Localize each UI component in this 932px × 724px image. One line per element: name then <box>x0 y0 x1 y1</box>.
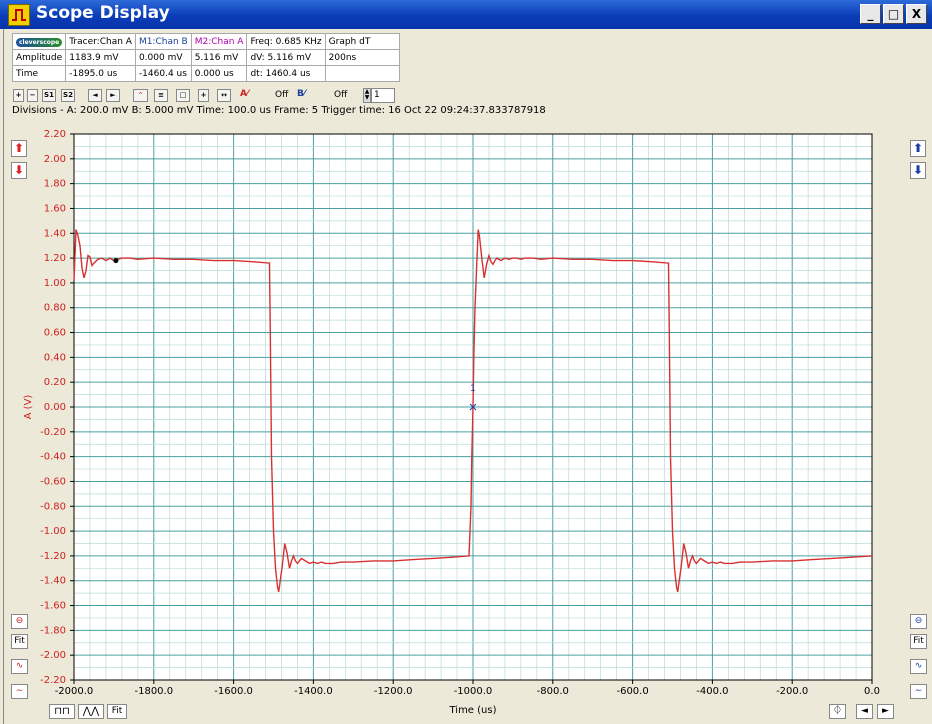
y-tick-label: -1.80 <box>40 625 66 636</box>
table-cell: -1895.0 us <box>65 65 136 82</box>
window-left-edge <box>0 29 4 724</box>
y-tick-label: 0.40 <box>44 352 66 363</box>
y-tick-label: -0.20 <box>40 427 66 438</box>
y-tick-label: 0.20 <box>44 377 66 388</box>
x-tick-label: 0.0 <box>864 686 880 697</box>
offset-icon[interactable]: ⊖ <box>910 614 927 629</box>
y-tick-label: -0.40 <box>40 452 66 463</box>
channel-a-trace <box>73 229 873 593</box>
y-tick-label: -0.80 <box>40 501 66 512</box>
zoom-fit-icon[interactable]: ↔ <box>217 89 231 102</box>
waveform-icon[interactable]: ∿ <box>910 659 927 674</box>
channel-a-toggle[interactable]: A⁄ <box>240 89 249 99</box>
x-tick-label: -1600.0 <box>214 686 253 697</box>
collapse-icon[interactable]: − <box>27 89 38 102</box>
row-label: Time <box>11 65 67 82</box>
y-axis-label: A (V) <box>23 395 34 420</box>
table-cell: dt: 1460.4 us <box>246 65 326 82</box>
offset-icon[interactable]: ⊖ <box>11 614 28 629</box>
y-tick-label: -0.60 <box>40 476 66 487</box>
triangle-wave-icon[interactable]: ⋀⋀ <box>78 704 104 719</box>
x-tick-label: -1800.0 <box>134 686 173 697</box>
scroll-down-arrow-icon[interactable]: ⬇ <box>11 162 27 179</box>
close-button[interactable]: X <box>906 4 927 24</box>
y-tick-label: 0.80 <box>44 303 66 314</box>
waveform-small-icon[interactable]: ∼ <box>11 684 28 699</box>
arrow-right-icon[interactable]: ► <box>106 89 120 102</box>
x-tick-label: -200.0 <box>776 686 808 697</box>
pan-icon[interactable]: ⏀ <box>829 704 846 719</box>
x-tick-label: -1200.0 <box>374 686 413 697</box>
arrow-left-icon[interactable]: ◄ <box>856 704 873 719</box>
fit-right-button[interactable]: Fit <box>910 634 927 649</box>
y-tick-label: 1.60 <box>44 203 66 214</box>
title-bar <box>0 0 932 29</box>
frame-spinner[interactable]: 1 <box>371 88 395 103</box>
table-cell <box>324 65 400 82</box>
waveform-icon[interactable]: ∿ <box>11 659 28 674</box>
y-tick-label: -1.20 <box>40 551 66 562</box>
x-tick-label: -800.0 <box>537 686 569 697</box>
scope-app-icon[interactable] <box>8 4 30 26</box>
channel-b-state: Off <box>334 90 348 100</box>
table-cell: 0.000 us <box>190 65 248 82</box>
zoom-in-icon[interactable]: + <box>198 89 209 102</box>
fit-time-button[interactable]: Fit <box>107 704 127 719</box>
x-tick-label: -1400.0 <box>294 686 333 697</box>
cursor-icon[interactable]: ≡ <box>154 89 168 102</box>
expand-icon[interactable]: + <box>13 89 24 102</box>
y-tick-label: 0.00 <box>44 402 66 413</box>
minimize-button[interactable]: _ <box>860 4 881 24</box>
y-tick-label: 1.40 <box>44 228 66 239</box>
x-tick-label: -600.0 <box>616 686 648 697</box>
s2-button[interactable]: S2 <box>61 89 75 102</box>
y-tick-label: -1.00 <box>40 526 66 537</box>
divisions-status: Divisions - A: 200.0 mV B: 5.000 mV Time… <box>12 105 546 116</box>
y-tick-label: -1.60 <box>40 601 66 612</box>
x-tick-label: -400.0 <box>696 686 728 697</box>
square-wave-icon[interactable]: ⊓⊓ <box>49 704 75 719</box>
scroll-up-arrow-icon[interactable]: ⬆ <box>11 140 27 157</box>
scroll-down-arrow-icon[interactable]: ⬇ <box>910 162 926 179</box>
s1-button[interactable]: S1 <box>42 89 56 102</box>
y-tick-label: 1.20 <box>44 253 66 264</box>
waveform-small-icon[interactable]: ∼ <box>910 684 927 699</box>
frame-icon[interactable]: □ <box>176 89 190 102</box>
m1-marker <box>469 403 477 411</box>
y-tick-label: 1.80 <box>44 179 66 190</box>
y-tick-label: -2.00 <box>40 650 66 661</box>
y-tick-label: 2.00 <box>44 154 66 165</box>
x-axis-label: Time (us) <box>448 705 496 716</box>
y-tick-label: 1.00 <box>44 278 66 289</box>
y-tick-label: 0.60 <box>44 328 66 339</box>
arrow-right-icon[interactable]: ► <box>877 704 894 719</box>
channel-a-state: Off <box>275 90 289 100</box>
maximize-button[interactable]: □ <box>883 4 904 24</box>
window-title: Scope Display <box>36 3 170 23</box>
arrow-left-icon[interactable]: ◄ <box>88 89 102 102</box>
waveform-peak-icon[interactable]: ⌃ <box>133 89 148 102</box>
x-tick-label: -2000.0 <box>55 686 94 697</box>
x-tick-label: -1000.0 <box>454 686 493 697</box>
y-tick-label: 2.20 <box>44 129 66 140</box>
fit-left-button[interactable]: Fit <box>11 634 28 649</box>
tracer-marker <box>113 258 119 264</box>
spinner-arrows[interactable]: ▲ ▼ <box>363 88 371 103</box>
m1-marker-label: 1 <box>470 384 476 394</box>
table-cell: -1460.4 us <box>134 65 192 82</box>
channel-b-toggle[interactable]: B⁄ <box>297 89 306 99</box>
scroll-up-arrow-icon[interactable]: ⬆ <box>910 140 926 157</box>
measurement-table: cleverscope Tracer:Chan A M1:Chan B M2:C… <box>11 33 400 82</box>
y-tick-label: -1.40 <box>40 576 66 587</box>
y-tick-label: -2.20 <box>40 675 66 686</box>
